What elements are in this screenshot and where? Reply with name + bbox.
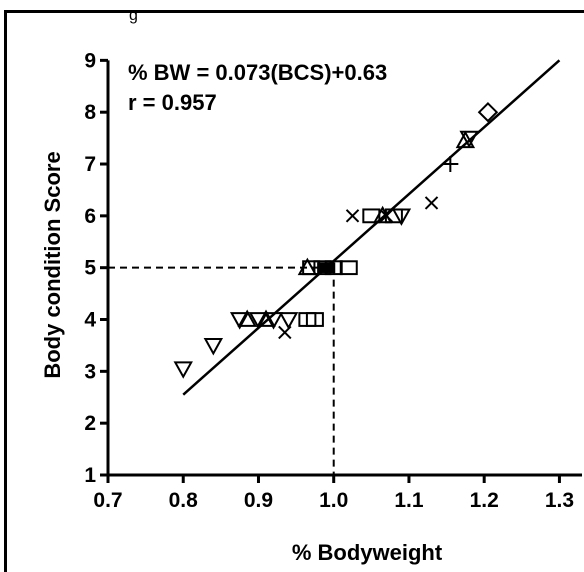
data-point-triangle-down	[278, 312, 299, 330]
data-point-square	[362, 208, 381, 224]
caption-fragment: g	[129, 7, 138, 24]
y-tick-label: 1	[84, 464, 96, 487]
x-tick-label: 1.3	[545, 489, 574, 512]
x-tick-label: 1.0	[319, 489, 348, 512]
x-tick-label: 0.8	[169, 489, 199, 512]
y-tick-label: 4	[84, 309, 96, 332]
x-tick-label: 1.2	[470, 489, 499, 512]
x-tick-label: 0.7	[93, 489, 122, 512]
data-point-triangle-down	[229, 312, 250, 330]
regression-line-group	[182, 59, 561, 396]
y-axis-label: Body condition Score	[40, 151, 65, 378]
data-point-plus	[442, 156, 459, 173]
data-point-triangle-up	[237, 309, 257, 327]
data-point-triangle-down	[173, 361, 193, 379]
x-axis-label: % Bodyweight	[292, 540, 443, 565]
data-point-triangle-down	[203, 338, 224, 356]
data-point-filled-square	[324, 262, 336, 273]
data-point-triangle-up	[256, 309, 276, 327]
y-tick-label: 5	[84, 257, 96, 280]
axes: 1 2 3 4 5 6 7 8 9 0.7 0.8 0.9 1.0 1.1 1.2 1.3	[84, 49, 582, 512]
data-points	[173, 101, 499, 379]
equation-annotation: % BW = 0.073(BCS)+0.63	[128, 60, 387, 85]
y-tick-label: 6	[84, 205, 96, 228]
r-annotation: r = 0.957	[128, 90, 217, 115]
y-tick-label: 2	[84, 412, 96, 435]
data-point-square	[305, 312, 324, 327]
regression-line	[182, 59, 561, 396]
y-tick-label: 8	[84, 101, 96, 124]
data-point-x	[345, 209, 360, 223]
data-point-square	[339, 260, 358, 276]
data-point-triangle-up	[455, 130, 476, 149]
x-tick-label: 1.1	[394, 489, 424, 512]
chart-frame: g	[4, 7, 584, 572]
y-tick-label: 9	[84, 49, 96, 72]
data-point-triangle-down	[263, 312, 284, 330]
y-tick-label: 3	[84, 360, 96, 383]
data-point-x	[424, 196, 439, 210]
y-tick-label: 7	[84, 153, 96, 176]
reference-lines	[108, 266, 335, 475]
data-point-x	[278, 325, 292, 340]
x-tick-label: 0.9	[244, 489, 273, 512]
data-point-diamond	[477, 101, 499, 123]
data-point-triangle-down	[248, 312, 269, 330]
data-point-triangle-down	[459, 130, 479, 149]
data-point-x	[379, 209, 394, 223]
